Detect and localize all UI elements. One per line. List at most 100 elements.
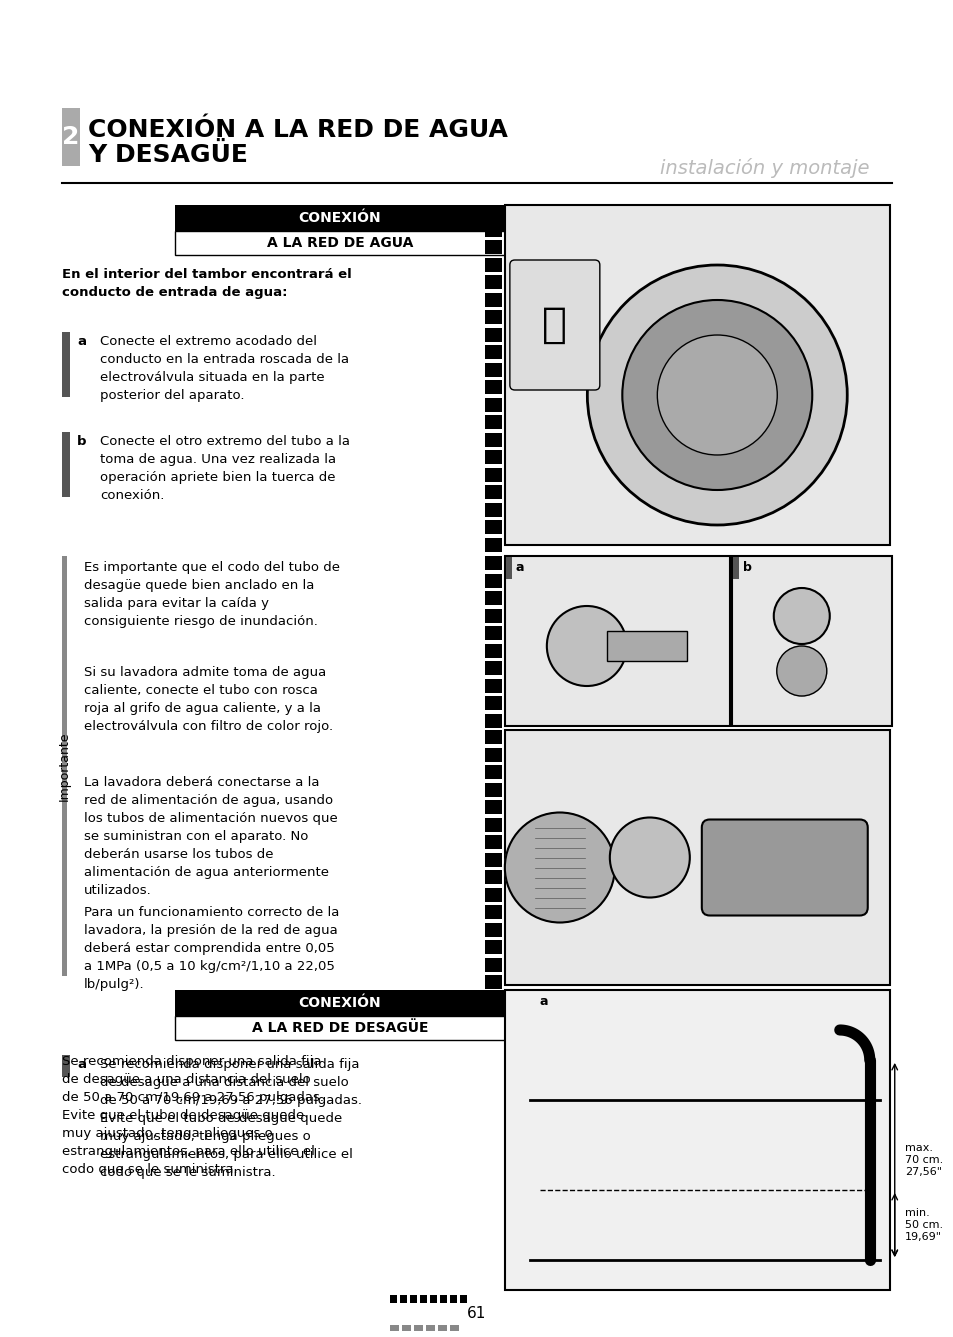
FancyBboxPatch shape xyxy=(174,989,504,1016)
Text: CONEXIÓN: CONEXIÓN xyxy=(298,211,381,225)
Bar xyxy=(506,255,524,258)
FancyBboxPatch shape xyxy=(62,556,67,976)
FancyBboxPatch shape xyxy=(504,989,889,1290)
Bar xyxy=(401,1325,411,1332)
Bar xyxy=(430,1305,519,1325)
Bar xyxy=(484,397,501,412)
Bar xyxy=(506,219,524,222)
Bar xyxy=(484,222,501,237)
Text: CONEXIÓN A LA RED DE AGUA: CONEXIÓN A LA RED DE AGUA xyxy=(88,118,507,142)
Text: Importante: Importante xyxy=(57,731,71,801)
Bar xyxy=(484,205,501,219)
FancyBboxPatch shape xyxy=(62,432,70,497)
Circle shape xyxy=(621,299,811,489)
Text: Conecte el extremo acodado del
conducto en la entrada roscada de la
electroválvu: Conecte el extremo acodado del conducto … xyxy=(100,336,349,402)
Text: ✋: ✋ xyxy=(541,303,567,346)
Bar xyxy=(484,520,501,533)
Bar xyxy=(450,1296,456,1304)
Bar xyxy=(506,1017,524,1020)
Bar xyxy=(437,1325,446,1332)
Bar xyxy=(484,451,501,464)
Bar xyxy=(506,989,524,993)
Text: b: b xyxy=(77,435,87,448)
Text: Conecte el otro extremo del tubo a la
toma de agua. Una vez realizada la
operaci: Conecte el otro extremo del tubo a la to… xyxy=(100,435,350,501)
Text: max.
70 cm.
27,56": max. 70 cm. 27,56" xyxy=(903,1143,942,1177)
Circle shape xyxy=(657,336,777,455)
Bar xyxy=(484,643,501,658)
Bar xyxy=(399,1296,407,1304)
Bar xyxy=(484,714,501,727)
Bar xyxy=(506,214,524,217)
FancyBboxPatch shape xyxy=(701,820,867,916)
Bar xyxy=(484,537,501,551)
Bar xyxy=(414,1325,422,1332)
Text: CONEXIÓN: CONEXIÓN xyxy=(298,996,381,1009)
Bar xyxy=(484,678,501,693)
FancyBboxPatch shape xyxy=(174,1016,504,1040)
FancyBboxPatch shape xyxy=(731,556,891,726)
Bar xyxy=(484,414,501,429)
Circle shape xyxy=(609,817,689,897)
Text: Se recomienda disponer una salida fija
de desagüe a una distancia del suelo
de 5: Se recomienda disponer una salida fija d… xyxy=(100,1058,361,1179)
Bar xyxy=(484,957,501,972)
Bar xyxy=(450,1325,458,1332)
Bar xyxy=(484,432,501,447)
Bar xyxy=(506,995,524,997)
Bar xyxy=(484,591,501,606)
Bar xyxy=(484,782,501,797)
Bar xyxy=(484,574,501,587)
Bar xyxy=(484,975,501,989)
Bar xyxy=(484,817,501,832)
Bar xyxy=(484,888,501,901)
Bar xyxy=(484,870,501,884)
FancyBboxPatch shape xyxy=(62,1055,70,1078)
Bar xyxy=(484,923,501,936)
FancyBboxPatch shape xyxy=(509,259,599,390)
Text: Se recomienda disponer una salida fija
de desagüe a una distancia del suelo
de 5: Se recomienda disponer una salida fija d… xyxy=(62,1055,324,1177)
Bar xyxy=(506,237,524,241)
FancyBboxPatch shape xyxy=(62,108,80,166)
Bar xyxy=(484,836,501,849)
Text: A LA RED DE DESAGÜE: A LA RED DE DESAGÜE xyxy=(252,1021,428,1035)
Bar xyxy=(484,747,501,762)
Text: 2: 2 xyxy=(62,124,80,148)
Bar xyxy=(425,1325,435,1332)
Bar xyxy=(484,800,501,814)
Text: instalación y montaje: instalación y montaje xyxy=(659,158,869,178)
Bar xyxy=(484,345,501,360)
Bar xyxy=(430,1296,436,1304)
Bar xyxy=(506,1027,524,1029)
Bar xyxy=(506,1031,524,1035)
Circle shape xyxy=(504,813,614,923)
Bar xyxy=(484,310,501,324)
Bar xyxy=(506,233,524,235)
Bar xyxy=(459,1296,466,1304)
Bar xyxy=(484,697,501,710)
Text: Para un funcionamiento correcto de la
lavadora, la presión de la red de agua
deb: Para un funcionamiento correcto de la la… xyxy=(84,906,339,991)
Bar xyxy=(484,275,501,289)
Bar xyxy=(506,242,524,245)
FancyBboxPatch shape xyxy=(732,558,738,579)
FancyBboxPatch shape xyxy=(62,332,70,397)
FancyBboxPatch shape xyxy=(528,991,535,1013)
Bar xyxy=(484,328,501,341)
Bar xyxy=(506,223,524,226)
Text: Es importante que el codo del tubo de
desagüe quede bien anclado en la
salida pa: Es importante que el codo del tubo de de… xyxy=(84,562,339,628)
Bar xyxy=(506,229,524,231)
Text: a: a xyxy=(77,336,86,348)
Bar xyxy=(484,608,501,623)
Bar xyxy=(506,1023,524,1025)
Bar xyxy=(506,205,524,209)
FancyBboxPatch shape xyxy=(505,558,512,579)
Bar xyxy=(484,940,501,955)
Bar xyxy=(606,631,686,660)
Bar xyxy=(390,1325,398,1332)
Bar xyxy=(484,468,501,481)
Bar xyxy=(506,1013,524,1016)
Bar xyxy=(484,765,501,779)
Bar xyxy=(484,626,501,640)
Bar xyxy=(484,730,501,743)
Bar xyxy=(506,246,524,250)
Bar xyxy=(419,1296,426,1304)
Bar xyxy=(410,1296,416,1304)
